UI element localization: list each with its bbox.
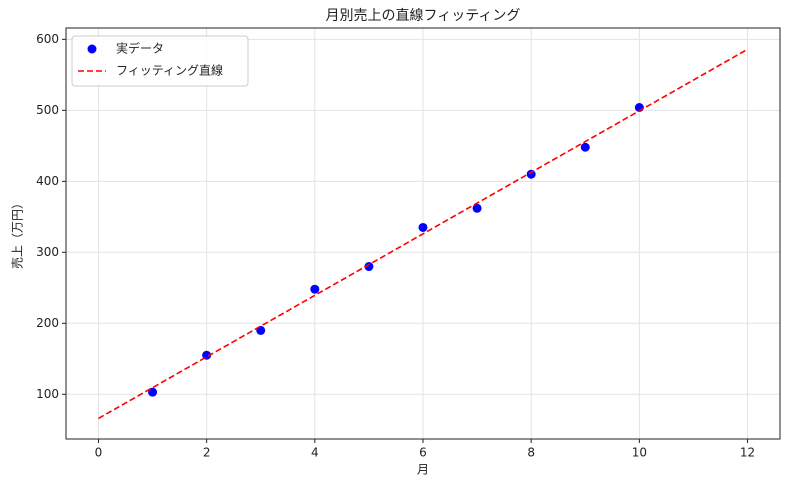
x-tick-label: 8 (527, 446, 535, 460)
legend-marker (87, 44, 97, 54)
data-point (418, 222, 428, 232)
x-tick-label: 0 (95, 446, 103, 460)
legend-box (71, 35, 249, 87)
y-tick-label: 200 (36, 316, 59, 330)
y-tick-label: 400 (36, 174, 59, 188)
x-tick-label: 12 (740, 446, 755, 460)
data-point (580, 142, 590, 152)
y-tick-label: 100 (36, 387, 59, 401)
y-tick-label: 300 (36, 245, 59, 259)
x-axis-label: 月 (417, 463, 429, 477)
y-tick-label: 500 (36, 103, 59, 117)
y-tick-label: 600 (36, 32, 59, 46)
data-point (148, 387, 158, 397)
x-tick-label: 10 (632, 446, 647, 460)
data-point (310, 284, 320, 294)
chart-title: 月別売上の直線フィッティング (326, 7, 521, 24)
x-tick-label: 6 (419, 446, 427, 460)
data-point (472, 203, 482, 213)
data-point (364, 262, 374, 272)
legend-label: 実データ (116, 41, 164, 56)
y-axis-label: 売上（万円） (10, 197, 25, 269)
x-tick-label: 2 (203, 446, 211, 460)
plot-frame (65, 27, 781, 440)
x-tick-label: 4 (311, 446, 319, 460)
data-point (526, 169, 536, 179)
legend-label: フィッティング直線 (116, 63, 223, 78)
fit-line (98, 48, 748, 420)
